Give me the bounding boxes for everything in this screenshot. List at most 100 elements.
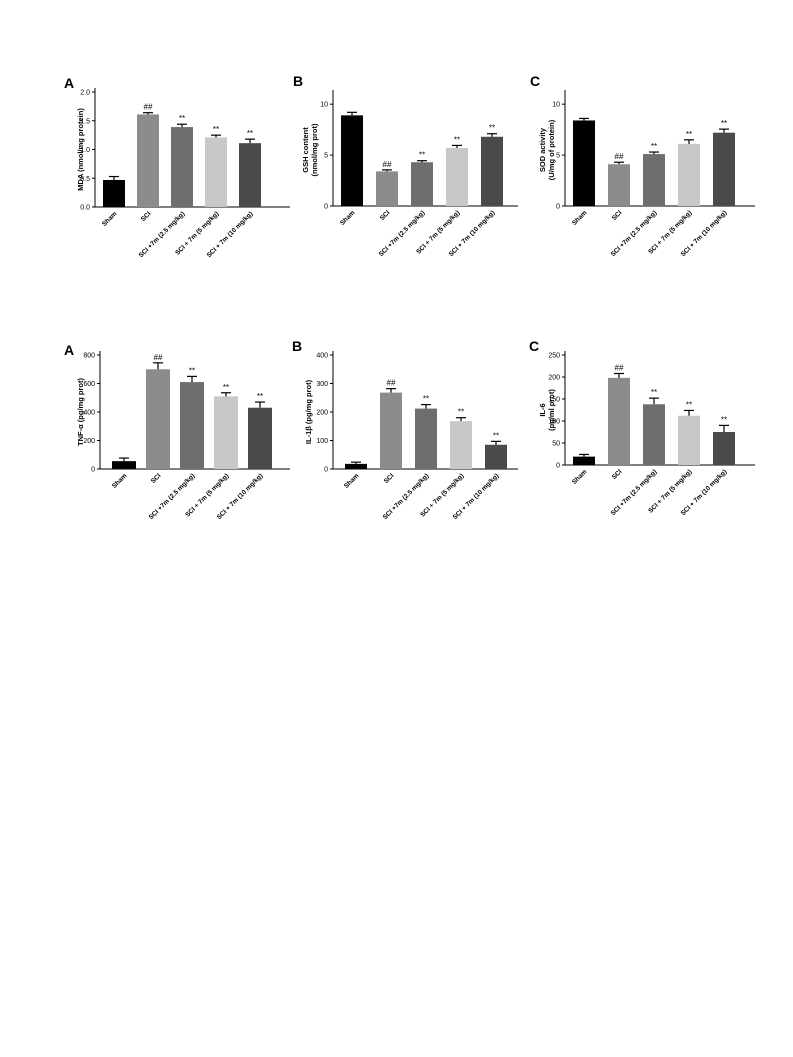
y-tick-label: 5	[324, 153, 328, 160]
significance-label: **	[423, 395, 429, 404]
bar-3	[415, 408, 437, 469]
x-tick-label: Sham	[339, 209, 357, 227]
x-tick-label: Sham	[343, 472, 361, 490]
bar-2	[146, 369, 170, 469]
significance-label: **	[489, 124, 495, 133]
y-tick-label: 100	[316, 438, 328, 445]
bar-5	[713, 132, 735, 206]
bar-1	[345, 463, 367, 469]
y-tick-label: 1.0	[80, 147, 90, 154]
bar-2	[380, 392, 402, 469]
x-tick-label: Sham	[571, 209, 589, 227]
y-tick-label: 10	[320, 102, 328, 109]
y-tick-label: 300	[316, 381, 328, 388]
y-tick-label: 10	[552, 102, 560, 109]
bar-4	[678, 143, 700, 206]
significance-label: **	[213, 125, 219, 134]
significance-label: **	[651, 142, 657, 151]
panel-letter: C	[530, 73, 540, 89]
bar-4	[678, 415, 700, 465]
x-tick-label: SCI	[383, 472, 396, 485]
chart-panel-4: A 0 200 400 600 800 TNF-α (pg/mg prot) Sham ## SC…	[64, 342, 290, 521]
y-axis-label: IL-6(pg/ml prot)	[538, 389, 556, 431]
y-tick-label: 0.0	[80, 205, 90, 212]
x-tick-label: SCI	[611, 209, 624, 222]
y-axis-label-line: (U/mg of protein)	[547, 119, 556, 180]
bar-3	[643, 154, 665, 206]
bar-5	[248, 407, 272, 469]
x-tick-label: SCI	[379, 209, 392, 222]
y-tick-label: 250	[548, 353, 560, 360]
significance-label: **	[454, 135, 460, 144]
significance-label: ##	[615, 152, 624, 161]
y-tick-label: 600	[83, 381, 95, 388]
bar-3	[171, 127, 193, 207]
x-tick-label: SCI	[140, 210, 153, 223]
y-tick-label: 800	[83, 353, 95, 360]
bar-1	[103, 179, 125, 207]
significance-label: **	[257, 392, 263, 401]
significance-label: ##	[615, 363, 624, 372]
significance-label: **	[189, 366, 195, 375]
significance-label: **	[686, 130, 692, 139]
y-tick-label: 0.5	[80, 176, 90, 183]
significance-label: **	[223, 383, 229, 392]
bar-2	[608, 164, 630, 206]
y-tick-label: 150	[548, 397, 560, 404]
significance-label: **	[651, 388, 657, 397]
y-tick-label: 5	[556, 153, 560, 160]
y-axis-label: MDA (nmol/mg protein)	[76, 108, 85, 191]
significance-label: **	[721, 415, 727, 424]
y-tick-label: 200	[83, 438, 95, 445]
y-tick-label: 200	[316, 410, 328, 417]
significance-label: **	[721, 119, 727, 128]
bar-5	[481, 136, 503, 206]
y-tick-label: 100	[548, 419, 560, 426]
y-axis-label: TNF-α (pg/mg prot)	[76, 378, 85, 446]
chart-panel-6: C 0 50 100 150 200 250 IL-6(pg/ml prot) Sham ## SC…	[529, 338, 755, 517]
y-tick-label: 0	[324, 467, 328, 474]
y-axis-label: SOD activity(U/mg of protein)	[538, 119, 556, 180]
bar-2	[608, 377, 630, 465]
bar-5	[485, 444, 507, 469]
panel-letter: A	[64, 342, 74, 358]
bar-4	[450, 421, 472, 469]
x-tick-label: Sham	[101, 210, 119, 228]
y-axis-label-line: SOD activity	[538, 127, 547, 172]
x-tick-label: SCI	[611, 468, 624, 481]
y-axis-label-line: (pg/ml prot)	[547, 389, 556, 431]
significance-label: **	[179, 114, 185, 123]
y-axis-label: IL-1β (pg/mg prot)	[304, 379, 313, 444]
bar-1	[112, 461, 136, 469]
y-tick-label: 0	[324, 204, 328, 211]
significance-label: **	[493, 431, 499, 440]
x-tick-label: SCI	[150, 472, 163, 485]
y-tick-label: 0	[556, 204, 560, 211]
y-tick-label: 0	[91, 467, 95, 474]
chart-panel-2: B 0 5 10 GSH content(nmol/mg prot) Sham ## SCI *…	[293, 73, 518, 258]
y-tick-label: 2.0	[80, 90, 90, 97]
chart-panel-5: B 0 100 200 300 400 IL-1β (pg/mg prot) Sham ## SC…	[292, 338, 518, 521]
bar-2	[376, 171, 398, 206]
bar-5	[239, 143, 261, 207]
y-axis-label-line: (nmol/mg prot)	[310, 123, 319, 176]
significance-label: ##	[387, 379, 396, 388]
y-axis-label-line: GSH content	[301, 127, 310, 173]
y-tick-label: 0	[556, 463, 560, 470]
bar-4	[205, 137, 227, 207]
bar-1	[573, 120, 595, 206]
bar-2	[137, 114, 159, 207]
x-tick-label: Sham	[111, 472, 129, 490]
significance-label: ##	[144, 103, 153, 112]
chart-panel-3: C 0 5 10 SOD activity(U/mg of protein) Sham ##…	[530, 73, 755, 258]
y-axis-label-line: IL-6	[538, 403, 547, 416]
y-tick-label: 200	[548, 375, 560, 382]
panel-letter: B	[293, 73, 303, 89]
significance-label: **	[419, 151, 425, 160]
significance-label: **	[247, 129, 253, 138]
panel-letter: C	[529, 338, 539, 354]
bar-4	[446, 147, 468, 206]
significance-label: ##	[154, 353, 163, 362]
bar-4	[214, 396, 238, 469]
bar-3	[180, 382, 204, 469]
